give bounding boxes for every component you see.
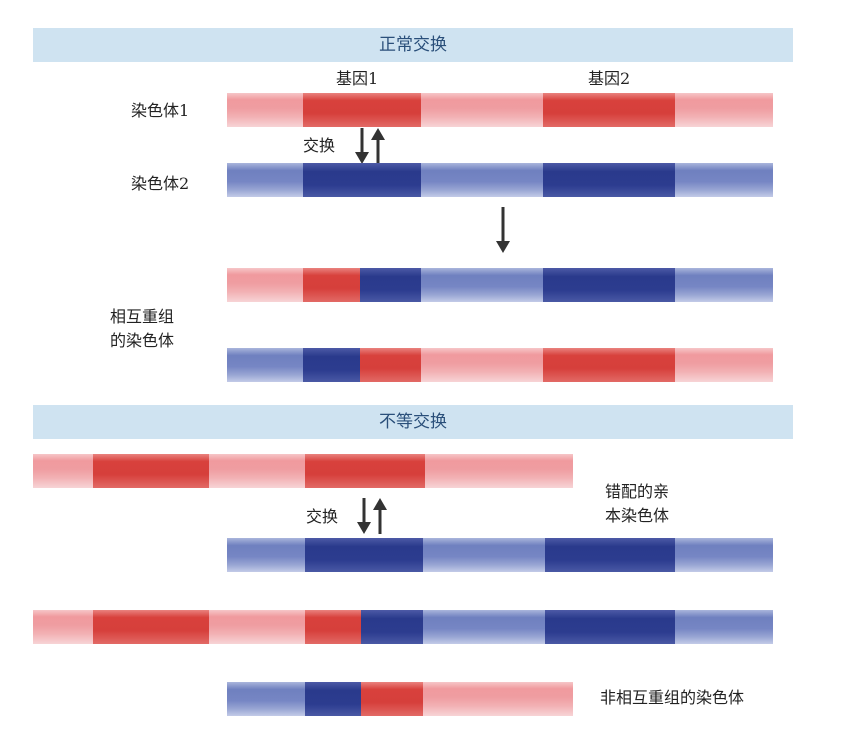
mismatched-blue-gene2	[545, 538, 675, 572]
nonreciprocal-short-gene-part	[305, 682, 361, 716]
recombinant-b-gene1-part	[360, 348, 421, 382]
mismatched-chromosome-red	[33, 454, 573, 488]
mismatched-chromosome-blue	[227, 538, 773, 572]
chromosome1-label: 染色体1	[131, 101, 190, 120]
mismatched-label-line1: 错配的亲	[605, 482, 670, 501]
mismatched-red-segment	[209, 454, 305, 488]
nonreciprocal-label: 非相互重组的染色体	[600, 688, 745, 707]
mismatched-red-segment	[33, 454, 93, 488]
reciprocal-label-line1: 相互重组	[110, 307, 175, 326]
chromosome2	[227, 163, 773, 197]
banner-normal-exchange-text: 正常交换	[379, 35, 447, 55]
chromosome2-gene1	[303, 163, 421, 197]
exchange-label-bottom: 交换	[306, 507, 339, 526]
chromosome1	[227, 93, 773, 127]
recombinant-b-segment	[227, 348, 303, 382]
recombinant-a-segment	[675, 268, 773, 302]
recombinant-a-segment	[227, 268, 303, 302]
recombinant-a-gene2	[543, 268, 675, 302]
recombinant-chromosome-b	[227, 348, 773, 382]
exchange-arrows-bottom	[357, 498, 387, 534]
chromosome2-gene2	[543, 163, 675, 197]
recombinant-b-segment	[421, 348, 543, 382]
mismatched-blue-gene1	[305, 538, 423, 572]
nonreciprocal-long-segment	[33, 610, 93, 644]
gene2-label: 基因2	[588, 69, 631, 88]
down-arrow-icon	[496, 207, 510, 253]
nonreciprocal-long-segment	[209, 610, 305, 644]
recombinant-a-gene1-part	[303, 268, 360, 302]
recombinant-b-segment	[675, 348, 773, 382]
recombinant-b-gene1-part	[303, 348, 360, 382]
chromosome2-label: 染色体2	[131, 174, 190, 193]
exchange-label-top: 交换	[303, 136, 336, 155]
nonreciprocal-long-segment	[423, 610, 545, 644]
chromosome1-gene2	[543, 93, 675, 127]
banner-unequal-exchange-text: 不等交换	[379, 412, 447, 432]
nonreciprocal-short-gene-part	[361, 682, 423, 716]
recombinant-chromosome-a	[227, 268, 773, 302]
mismatched-blue-segment	[423, 538, 545, 572]
mismatched-red-segment	[425, 454, 573, 488]
mismatched-blue-segment	[227, 538, 305, 572]
mismatched-label-line2: 本染色体	[605, 506, 670, 525]
gene1-label: 基因1	[336, 69, 379, 88]
nonreciprocal-short-segment	[423, 682, 573, 716]
chromosome1-gene1	[303, 93, 421, 127]
mismatched-red-gene2	[305, 454, 425, 488]
mismatched-red-gene1	[93, 454, 209, 488]
chromosome1-segment	[227, 93, 303, 127]
nonreciprocal-chromosome-long	[33, 610, 773, 644]
exchange-arrows-top	[355, 128, 385, 164]
reciprocal-label-line2: 的染色体	[110, 331, 175, 350]
nonreciprocal-long-gene-part	[361, 610, 423, 644]
chromosome1-segment	[675, 93, 773, 127]
nonreciprocal-long-gene2	[545, 610, 675, 644]
chromosome1-segment	[421, 93, 543, 127]
nonreciprocal-short-segment	[227, 682, 305, 716]
mismatched-blue-segment	[675, 538, 773, 572]
recombinant-a-gene1-part	[360, 268, 421, 302]
nonreciprocal-long-segment	[675, 610, 773, 644]
chromosome2-segment	[675, 163, 773, 197]
nonreciprocal-long-gene1	[93, 610, 209, 644]
nonreciprocal-long-gene-part	[305, 610, 361, 644]
recombinant-b-gene2	[543, 348, 675, 382]
banner-unequal-exchange: 不等交换	[33, 405, 793, 439]
chromosome2-segment	[421, 163, 543, 197]
banner-normal-exchange: 正常交换	[33, 28, 793, 62]
recombinant-a-segment	[421, 268, 543, 302]
nonreciprocal-chromosome-short	[227, 682, 573, 716]
chromosome2-segment	[227, 163, 303, 197]
